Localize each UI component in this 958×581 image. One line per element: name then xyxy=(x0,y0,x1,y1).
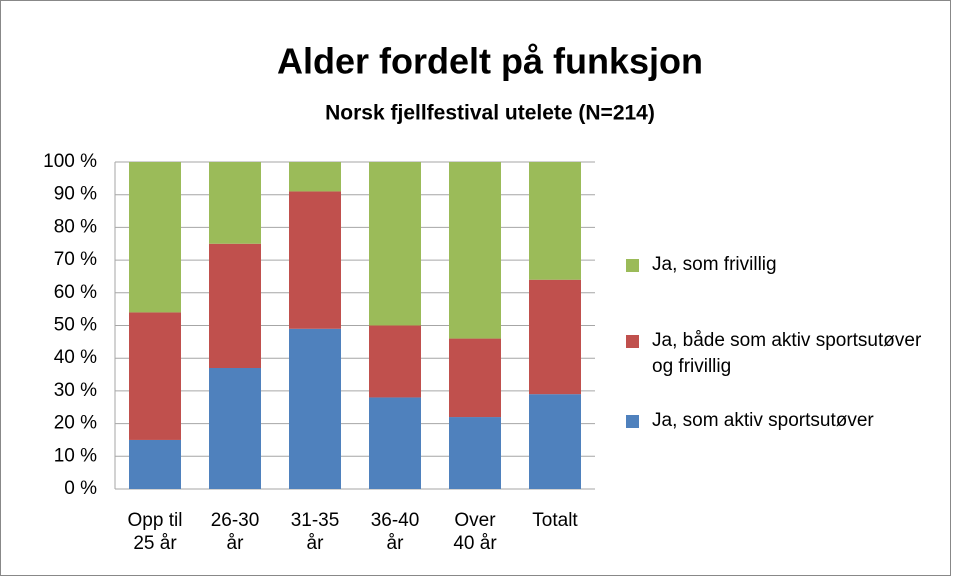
x-tick-label: Opp til 25 år xyxy=(127,510,183,554)
bar-segment xyxy=(529,394,581,489)
legend-swatch xyxy=(626,259,639,272)
legend-label: Ja, som aktiv sportsutøver xyxy=(652,410,874,431)
bar-segment xyxy=(129,312,181,440)
bar-segment xyxy=(449,338,501,418)
bar-segment xyxy=(449,162,501,339)
bar-segment xyxy=(369,397,421,489)
x-tick-label: 36-40 år xyxy=(370,510,420,554)
legend-swatch xyxy=(626,335,639,348)
x-tick-label: 26-30 år xyxy=(210,510,260,554)
bar-segment xyxy=(449,417,501,489)
y-tick-label: 90 % xyxy=(54,184,97,205)
bar-segment xyxy=(129,439,181,489)
y-tick-label: 80 % xyxy=(54,216,97,237)
legend-entry: Ja, som aktiv sportsutøver xyxy=(626,408,922,434)
legend-entry: Ja, både som aktiv sportsutøver og frivi… xyxy=(626,328,922,380)
bar-segment xyxy=(529,279,581,395)
legend-swatch xyxy=(626,415,639,428)
x-tick-label: 31-35 år xyxy=(290,510,340,554)
bar-segment xyxy=(289,328,341,489)
y-tick-label: 70 % xyxy=(54,249,97,270)
bar-segment xyxy=(209,162,261,244)
bar-segment xyxy=(369,162,421,326)
bar-segment xyxy=(129,162,181,313)
y-tick-label: 100 % xyxy=(43,151,97,172)
chart-subtitle: Norsk fjellfestival utelete (N=214) xyxy=(325,102,655,125)
x-tick-label: Over 40 år xyxy=(453,510,497,554)
y-tick-label: 50 % xyxy=(54,315,97,336)
bar-segment xyxy=(289,162,341,192)
y-tick-label: 20 % xyxy=(54,413,97,434)
y-tick-label: 10 % xyxy=(54,445,97,466)
legend-entry: Ja, som frivillig xyxy=(626,252,922,278)
legend-label: Ja, både som aktiv sportsutøver og frivi… xyxy=(652,330,922,377)
bar-segment xyxy=(369,325,421,398)
y-tick-label: 60 % xyxy=(54,282,97,303)
bar-segment xyxy=(209,368,261,489)
bar-segment xyxy=(209,243,261,369)
y-tick-label: 0 % xyxy=(64,478,97,499)
y-tick-label: 40 % xyxy=(54,347,97,368)
y-tick-label: 30 % xyxy=(54,380,97,401)
chart-title: Alder fordelt på funksjon xyxy=(277,41,703,82)
bar-segment xyxy=(289,191,341,329)
bar-segment xyxy=(529,162,581,280)
x-tick-label: Totalt xyxy=(532,510,578,531)
legend-label: Ja, som frivillig xyxy=(652,254,777,275)
